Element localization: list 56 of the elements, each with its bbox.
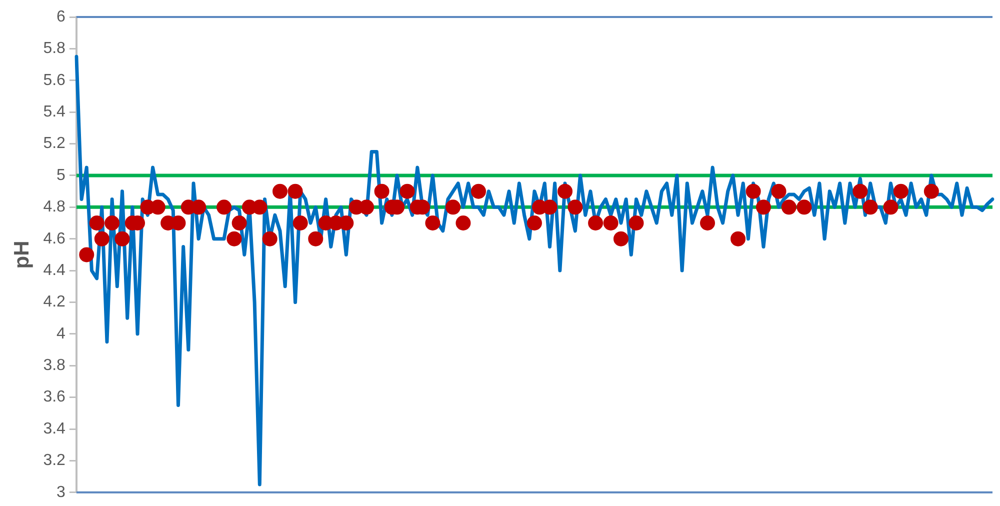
y-tick-label: 4.4: [43, 262, 66, 279]
point: [89, 216, 104, 231]
point: [756, 200, 771, 215]
point: [456, 216, 471, 231]
point: [771, 184, 786, 199]
point: [588, 216, 604, 231]
point: [425, 216, 440, 231]
point: [526, 216, 542, 231]
point: [862, 200, 878, 215]
point: [628, 216, 644, 231]
y-tick-label: 4.6: [43, 230, 66, 248]
y-tick-label: 5.4: [43, 103, 66, 120]
point: [216, 200, 232, 215]
point: [603, 216, 618, 231]
point: [114, 231, 130, 246]
point: [79, 247, 94, 262]
point: [613, 231, 628, 246]
point: [883, 200, 898, 215]
point: [232, 216, 247, 231]
point: [262, 231, 278, 246]
y-tick-label: 3.8: [43, 357, 66, 374]
y-axis-title: pH: [10, 240, 34, 269]
point: [470, 184, 486, 199]
y-tick-label: 3.6: [43, 388, 66, 406]
point: [104, 216, 120, 231]
point: [568, 200, 583, 215]
point: [781, 200, 796, 215]
y-tick-label: 3.2: [43, 452, 66, 470]
y-tick-label: 5.6: [43, 72, 66, 89]
point: [700, 216, 716, 231]
point: [272, 184, 288, 199]
point: [94, 231, 110, 246]
point: [226, 231, 242, 246]
y-tick-label: 5: [56, 166, 66, 184]
point: [746, 184, 761, 199]
point: [400, 184, 415, 199]
point: [852, 184, 868, 199]
y-tick-label: 3.4: [43, 420, 66, 438]
point: [924, 184, 939, 199]
y-tick-label: 5.2: [43, 135, 66, 152]
y-tick-label: 4: [56, 325, 66, 342]
point: [374, 184, 390, 199]
point: [308, 231, 324, 246]
point: [446, 200, 461, 215]
point: [796, 200, 812, 215]
y-tick-label: 6: [56, 8, 66, 26]
point: [558, 184, 573, 199]
y-tick-label: 4.8: [43, 198, 66, 216]
point: [292, 216, 308, 231]
y-tick-label: 5.8: [43, 40, 66, 58]
point: [288, 184, 303, 199]
point: [730, 231, 746, 246]
y-tick-label: 3: [56, 484, 66, 501]
point: [893, 184, 908, 199]
point: [359, 200, 374, 215]
y-tick-label: 4.2: [43, 294, 66, 311]
